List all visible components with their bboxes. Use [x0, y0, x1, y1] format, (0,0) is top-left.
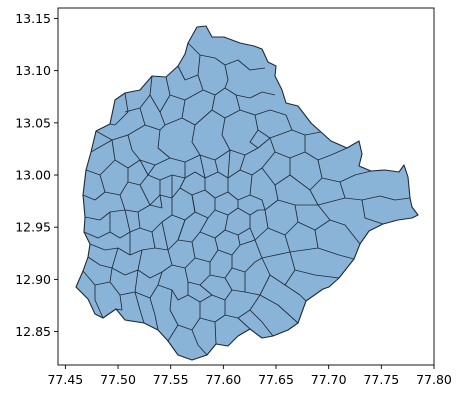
x-tick-label: 77.45 [47, 372, 83, 387]
x-tick-label: 77.60 [205, 372, 241, 387]
x-tick-label: 77.70 [311, 372, 347, 387]
y-tick-label: 13.00 [15, 168, 51, 183]
y-axis: 12.85 12.90 12.95 13.00 13.05 13.10 13.15 [15, 11, 58, 339]
y-tick-label: 12.95 [15, 220, 51, 235]
x-tick-label: 77.50 [100, 372, 136, 387]
y-tick-label: 12.85 [15, 324, 51, 339]
ward-boundary-outline [75, 25, 419, 361]
x-tick-label: 77.65 [258, 372, 294, 387]
y-tick-label: 13.15 [15, 11, 51, 26]
x-axis: 77.45 77.50 77.55 77.60 77.65 77.70 77.75 77.80 [47, 365, 452, 387]
y-tick-label: 12.90 [15, 272, 51, 287]
axes-frame [57, 7, 435, 366]
x-tick-label: 77.75 [363, 372, 399, 387]
plot-area [75, 25, 419, 361]
y-tick-label: 13.10 [15, 63, 51, 78]
y-tick-label: 13.05 [15, 115, 51, 130]
x-tick-label: 77.55 [153, 372, 189, 387]
x-tick-label: 77.80 [416, 372, 452, 387]
ward-internal-boundaries [75, 42, 411, 356]
